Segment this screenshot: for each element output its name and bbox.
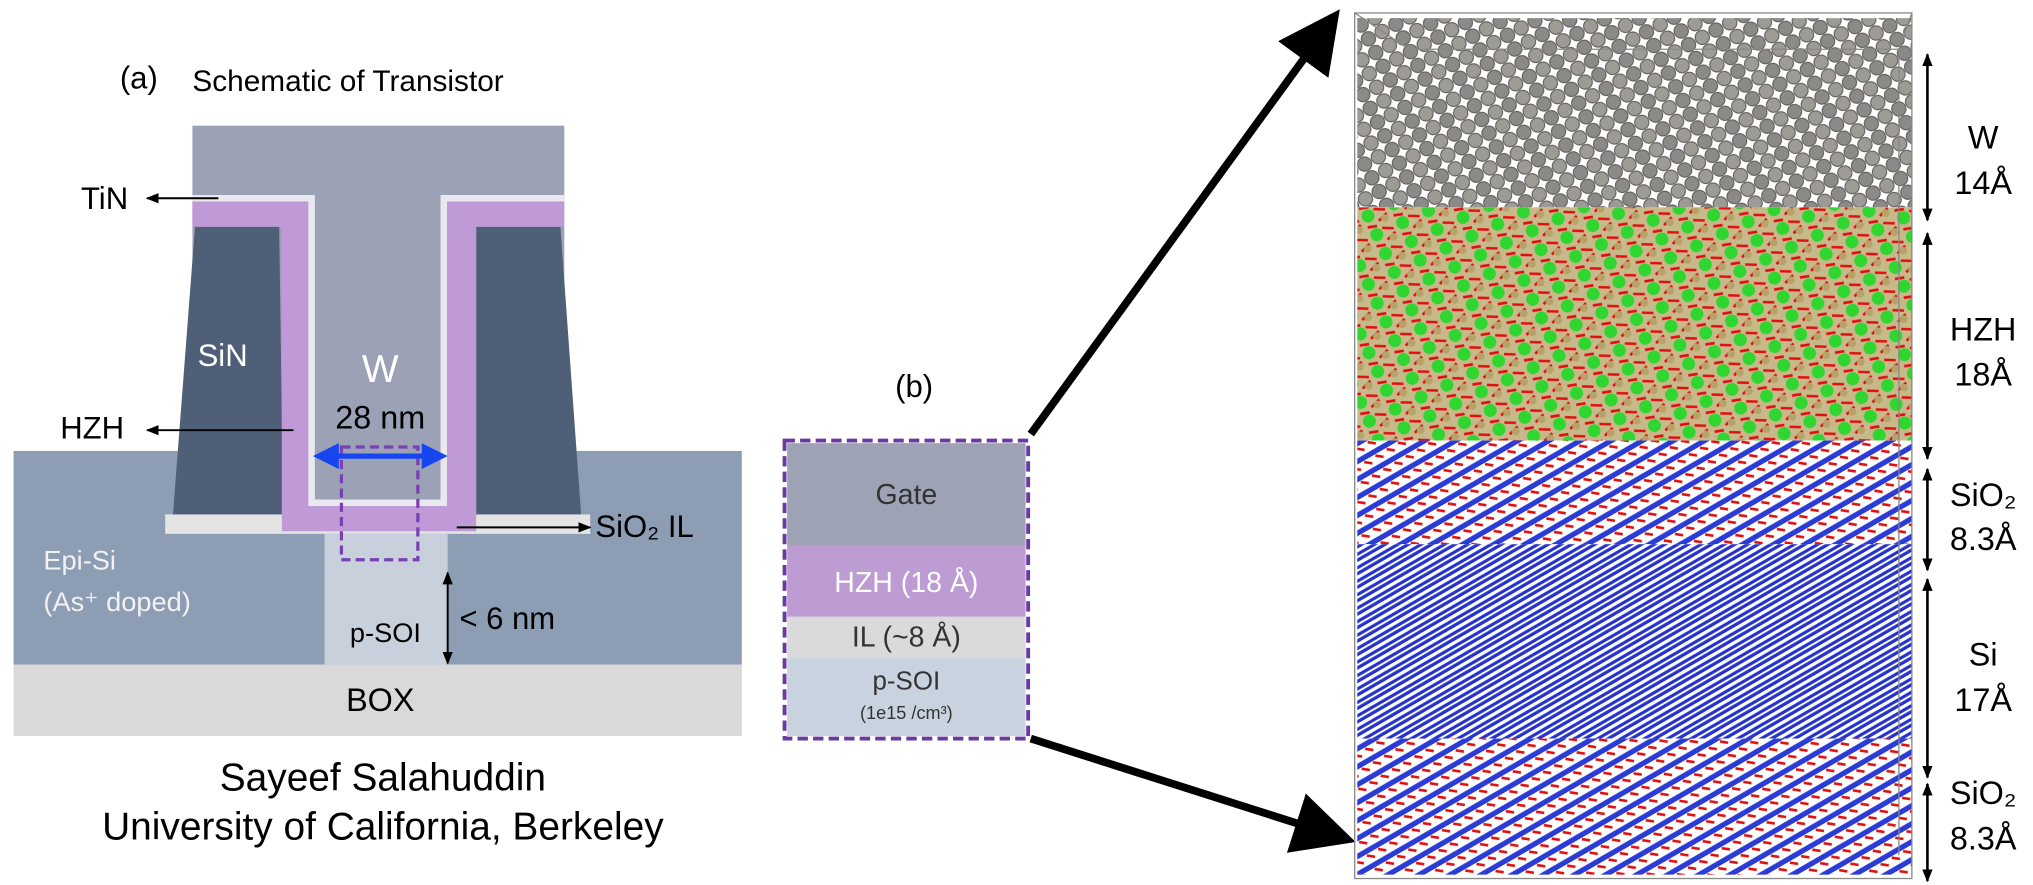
layer-label: HZH (18 Å) [834,567,978,599]
panel-b: (b) Gate HZH (18 Å) IL (~8 Å) p-SOI (1e1… [785,16,1349,840]
layer-name: HZH [1950,311,2017,347]
zoom-arrow [1031,16,1336,435]
credit: University of California, Berkeley [102,806,664,849]
panel-label: (b) [895,369,933,404]
label: TiN [81,181,128,216]
layer-name: SiO₂ [1950,477,2017,513]
zoom-arrow [1031,739,1348,840]
label: W [362,348,399,391]
panel-c: W 14Å HZH 18Å SiO₂ 8.3Å Si 17Å SiO₂ 8.3Å [1355,13,2017,881]
sio2-atoms [1357,441,1912,545]
panel-a: (a) Schematic of Transistor TiN SiN W 28… [14,61,742,849]
layer-thickness: 8.3Å [1950,821,2017,857]
credit: Sayeef Salahuddin [220,756,546,799]
si-atoms [1357,544,1912,738]
label: HZH [60,410,124,445]
label: BOX [346,682,414,718]
layer-label: IL (~8 Å) [852,621,961,653]
label: p-SOI [350,617,421,648]
layer-name: Si [1969,637,1998,673]
hzh-atoms [1357,207,1912,440]
panel-title: Schematic of Transistor [192,65,503,98]
layer-thickness: 8.3Å [1950,521,2017,557]
panel-label: (a) [120,61,158,96]
label: SiO₂ IL [595,509,693,544]
sio2-atoms [1357,739,1912,875]
layer-label: p-SOI [873,668,941,696]
layer-thickness: 18Å [1954,357,2012,393]
label: Epi-Si [43,545,116,576]
figure: (a) Schematic of Transistor TiN SiN W 28… [0,0,2033,885]
label: 28 nm [335,399,425,435]
layer-name: W [1968,120,1999,156]
layer-thickness: 17Å [1954,682,2012,718]
label: < 6 nm [459,601,555,636]
w-atoms [1357,18,1912,207]
doping-label: (1e15 /cm³) [860,703,953,723]
layer-name: SiO₂ [1950,775,2017,811]
layer-label: Gate [875,479,937,511]
label: (As⁺ doped) [43,586,190,617]
label: SiN [198,338,248,373]
sin-spacer [476,227,581,515]
layer-thickness: 14Å [1954,165,2012,201]
